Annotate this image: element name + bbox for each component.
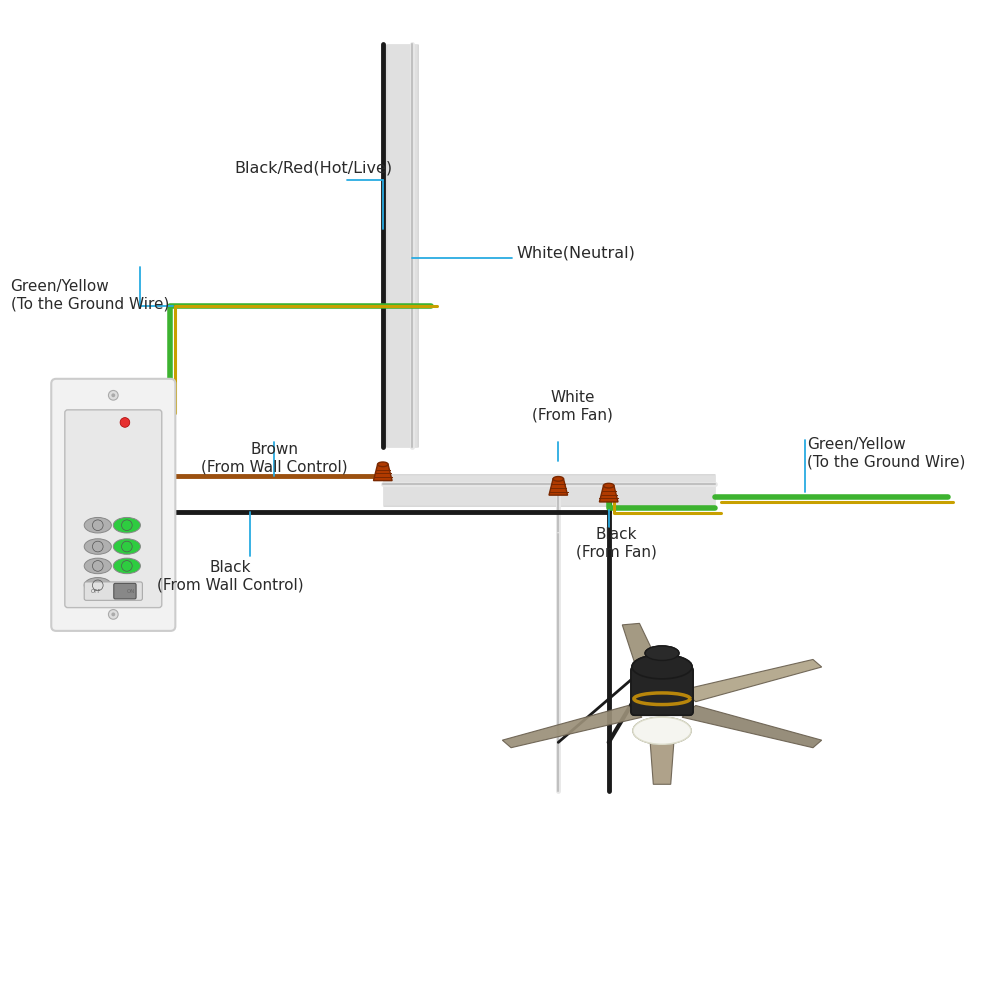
Ellipse shape: [632, 655, 692, 679]
Ellipse shape: [84, 517, 111, 533]
Ellipse shape: [113, 539, 140, 554]
FancyBboxPatch shape: [65, 410, 162, 608]
Circle shape: [108, 610, 118, 619]
FancyBboxPatch shape: [631, 667, 693, 715]
Text: Green/Yellow
(To the Ground Wire): Green/Yellow (To the Ground Wire): [11, 279, 169, 311]
Text: OFF: OFF: [91, 589, 101, 594]
Text: Black
(From Wall Control): Black (From Wall Control): [157, 560, 304, 593]
Polygon shape: [622, 623, 670, 689]
Ellipse shape: [84, 558, 111, 574]
Polygon shape: [549, 479, 568, 495]
Ellipse shape: [645, 646, 679, 660]
Ellipse shape: [113, 558, 140, 574]
Circle shape: [111, 612, 115, 616]
Text: Brown
(From Wall Control): Brown (From Wall Control): [201, 442, 348, 474]
Circle shape: [108, 390, 118, 400]
Polygon shape: [682, 659, 822, 702]
Ellipse shape: [645, 646, 679, 660]
Text: White(Neutral): White(Neutral): [517, 245, 635, 260]
Polygon shape: [374, 464, 392, 481]
Circle shape: [111, 393, 115, 397]
Circle shape: [120, 418, 130, 427]
Ellipse shape: [84, 578, 111, 593]
Ellipse shape: [632, 655, 692, 679]
Ellipse shape: [553, 477, 564, 481]
Text: Green/Yellow
(To the Ground Wire): Green/Yellow (To the Ground Wire): [807, 437, 966, 469]
Ellipse shape: [378, 462, 388, 467]
Ellipse shape: [113, 517, 140, 533]
Ellipse shape: [84, 539, 111, 554]
FancyBboxPatch shape: [631, 667, 693, 715]
Ellipse shape: [633, 717, 691, 744]
FancyBboxPatch shape: [51, 379, 175, 631]
Polygon shape: [599, 486, 618, 502]
Text: White
(From Fan): White (From Fan): [532, 390, 613, 422]
FancyBboxPatch shape: [114, 583, 136, 599]
FancyBboxPatch shape: [84, 582, 142, 600]
Text: ON: ON: [127, 589, 135, 594]
Polygon shape: [682, 705, 822, 748]
Text: Black
(From Fan): Black (From Fan): [576, 527, 657, 560]
Ellipse shape: [603, 483, 614, 488]
Ellipse shape: [633, 717, 691, 744]
Polygon shape: [502, 705, 642, 748]
Text: Black/Red(Hot/Live): Black/Red(Hot/Live): [234, 160, 392, 175]
Polygon shape: [648, 719, 676, 784]
